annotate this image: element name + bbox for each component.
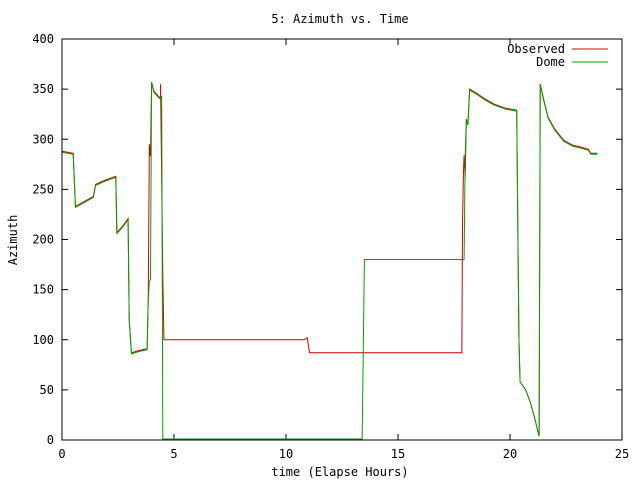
x-axis-label: time (Elapse Hours): [271, 465, 408, 479]
y-tick-label: 250: [32, 182, 54, 196]
legend: Observed Dome: [507, 42, 608, 69]
series-line-dome: [61, 82, 598, 440]
y-tick-label: 150: [32, 283, 54, 297]
x-tick-label: 10: [279, 447, 293, 461]
plot-frame: [61, 38, 623, 441]
y-tick-label: 0: [47, 433, 54, 447]
y-tick-label: 200: [32, 233, 54, 247]
x-tick-label: 20: [503, 447, 517, 461]
y-axis-label: Azimuth: [6, 215, 20, 266]
x-axis-ticks: 0 5 10 15 20 25: [58, 39, 629, 461]
x-tick-label: 25: [615, 447, 629, 461]
y-tick-label: 400: [32, 32, 54, 46]
x-tick-label: 0: [58, 447, 65, 461]
legend-label-observed: Observed: [507, 42, 565, 56]
y-tick-label: 350: [32, 82, 54, 96]
y-tick-label: 100: [32, 333, 54, 347]
y-tick-label: 300: [32, 132, 54, 146]
series-group: [61, 81, 598, 440]
legend-label-dome: Dome: [536, 55, 565, 69]
y-axis-ticks: 0 50 100 150 200 250 300 350 400: [32, 32, 622, 447]
chart-title: 5: Azimuth vs. Time: [271, 12, 408, 26]
x-tick-label: 5: [170, 447, 177, 461]
x-tick-label: 15: [391, 447, 405, 461]
y-tick-label: 50: [40, 383, 54, 397]
